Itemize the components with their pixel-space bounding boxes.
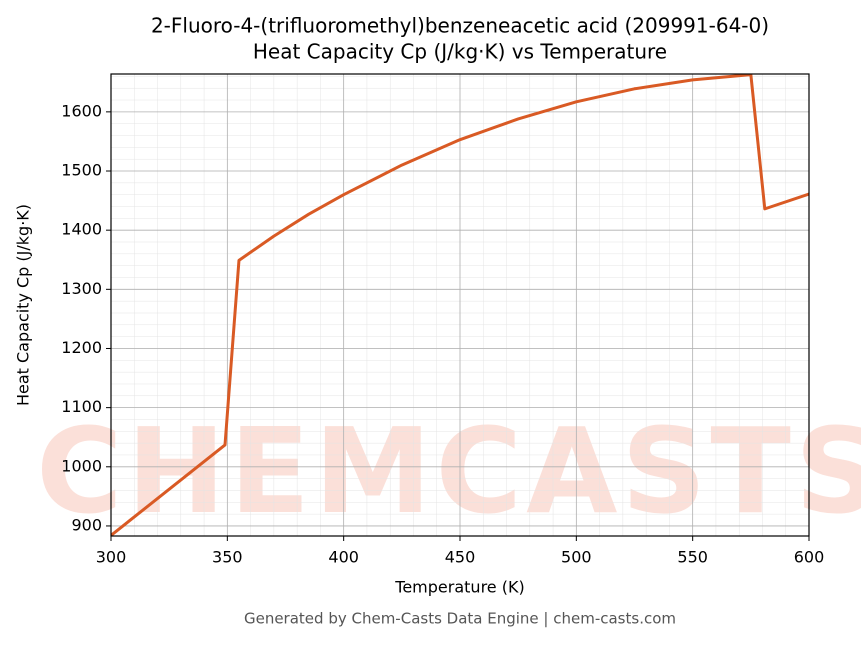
x-tick-label: 600 — [794, 548, 825, 567]
data-line — [111, 74, 809, 536]
chart-subtitle: Heat Capacity Cp (J/kg·K) vs Temperature — [253, 40, 667, 64]
plot-frame — [110, 73, 810, 537]
x-tick-label: 350 — [212, 548, 243, 567]
y-tick-label: 1300 — [61, 279, 102, 298]
x-tick-label: 300 — [96, 548, 127, 567]
y-tick-label: 1200 — [61, 338, 102, 357]
y-tick-label: 1600 — [61, 101, 102, 120]
x-tick-label: 450 — [445, 548, 476, 567]
y-tick-label: 900 — [71, 515, 102, 534]
y-tick-label: 1000 — [61, 456, 102, 475]
footer: Generated by Chem-Casts Data Engine | ch… — [244, 610, 676, 628]
x-axis-label: Temperature (K) — [394, 578, 524, 597]
chart-title: 2-Fluoro-4-(trifluoromethyl)benzeneaceti… — [151, 14, 769, 38]
y-tick-label: 1500 — [61, 161, 102, 180]
x-tick-label: 550 — [677, 548, 708, 567]
y-tick-label: 1100 — [61, 397, 102, 416]
watermark: CHEMCASTS — [36, 402, 861, 540]
x-tick-label: 500 — [561, 548, 592, 567]
y-tick-label: 1400 — [61, 220, 102, 239]
x-tick-label: 400 — [328, 548, 359, 567]
y-axis-label: Heat Capacity Cp (J/kg·K) — [14, 204, 33, 406]
